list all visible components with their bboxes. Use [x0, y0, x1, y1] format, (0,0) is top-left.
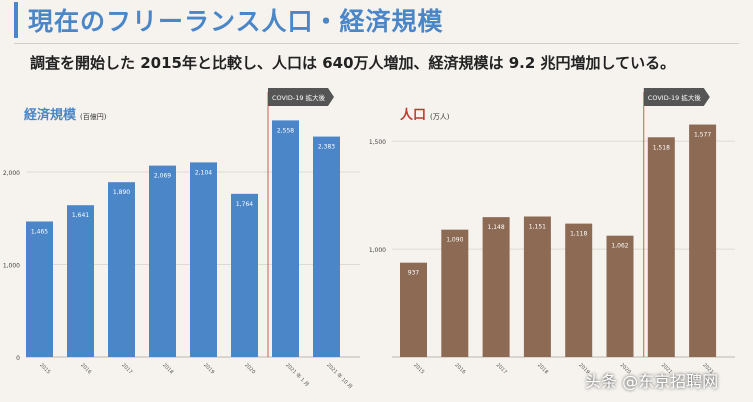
left-xtick-label: 2015: [38, 362, 51, 375]
right-bar: [441, 229, 469, 357]
left-callout-arrow: [268, 88, 334, 106]
left-xtick-label: 2020: [243, 362, 256, 375]
right-xtick-label: 2016: [453, 362, 466, 375]
left-bar: [67, 205, 94, 357]
right-xtick-label: 2017: [495, 362, 508, 375]
left-xtick-label: 2018: [161, 362, 174, 375]
right-bar: [523, 216, 551, 357]
right-chart-title: 人口 (万人): [400, 104, 449, 123]
left-bar-value-label: 1,465: [31, 228, 48, 235]
left-chart-title: 経済規模 (百億円): [24, 104, 106, 123]
right-bar-value-label: 1,090: [446, 237, 463, 244]
right-bar-value-label: 1,062: [611, 243, 628, 250]
page-title: 現在のフリーランス人口・経済規模: [28, 7, 444, 36]
left-bar: [190, 162, 217, 357]
right-callout-arrow: [643, 88, 710, 106]
title-bar: 現在のフリーランス人口・経済規模: [0, 0, 753, 44]
right-bar-value-label: 937: [408, 270, 420, 277]
right-bar: [606, 235, 634, 357]
left-bar-value-label: 1,890: [113, 189, 130, 196]
right-bar: [647, 137, 675, 357]
left-bar: [231, 193, 258, 357]
left-bar-value-label: 1,764: [236, 201, 253, 208]
left-xtick-label: 2021 年 10 月: [325, 361, 354, 390]
right-xtick-label: 2015: [412, 362, 425, 375]
left-ytick-label: 0: [16, 355, 20, 362]
right-bar-value-label: 1,577: [694, 132, 711, 139]
right-callout-label: COVID-19 拡大後: [648, 93, 702, 102]
right-bar-value-label: 1,118: [570, 231, 587, 238]
left-bar: [26, 221, 53, 357]
title-accent-bar: [14, 2, 18, 38]
title-divider: [14, 43, 739, 44]
left-ytick-label: 1,000: [3, 263, 20, 270]
page-subtitle: 調査を開始した 2015年と比較し、人口は 640万人増加、経済規模は 9.2 …: [30, 54, 676, 72]
left-bar: [313, 136, 340, 357]
left-bar-value-label: 2,383: [318, 144, 335, 151]
right-ytick-label: 1,000: [369, 247, 386, 254]
left-bar-value-label: 2,558: [277, 127, 294, 134]
right-bar-value-label: 1,148: [488, 224, 505, 231]
right-ytick-label: 1,500: [369, 139, 386, 146]
left-bar: [108, 182, 135, 357]
left-bar-value-label: 1,641: [72, 212, 89, 219]
right-bar: [689, 124, 717, 357]
left-bar-value-label: 2,069: [154, 173, 171, 180]
right-bar: [565, 223, 593, 357]
right-bar: [400, 262, 427, 357]
left-xtick-label: 2019: [202, 362, 215, 375]
left-chart-unit: (百億円): [80, 113, 107, 121]
left-callout-label: COVID-19 拡大後: [272, 93, 326, 102]
left-ytick-label: 2,000: [3, 170, 20, 177]
right-chart-title-text: 人口: [400, 108, 427, 123]
left-xtick-label: 2017: [120, 362, 133, 375]
left-xtick-label: 2016: [79, 362, 92, 375]
right-bar-value-label: 1,151: [529, 223, 546, 230]
right-xtick-label: 2018: [536, 362, 549, 375]
left-bar-value-label: 2,104: [195, 169, 212, 176]
watermark: 头条 @东京招聘网: [585, 372, 719, 391]
left-bar: [272, 120, 299, 357]
right-chart-unit: (万人): [430, 113, 450, 121]
left-xtick-label: 2021 年 1 月: [284, 361, 311, 388]
left-chart-title-text: 経済規模: [24, 108, 77, 123]
right-bar: [482, 217, 510, 357]
right-bar-value-label: 1,518: [653, 144, 670, 151]
left-bar: [149, 165, 176, 357]
